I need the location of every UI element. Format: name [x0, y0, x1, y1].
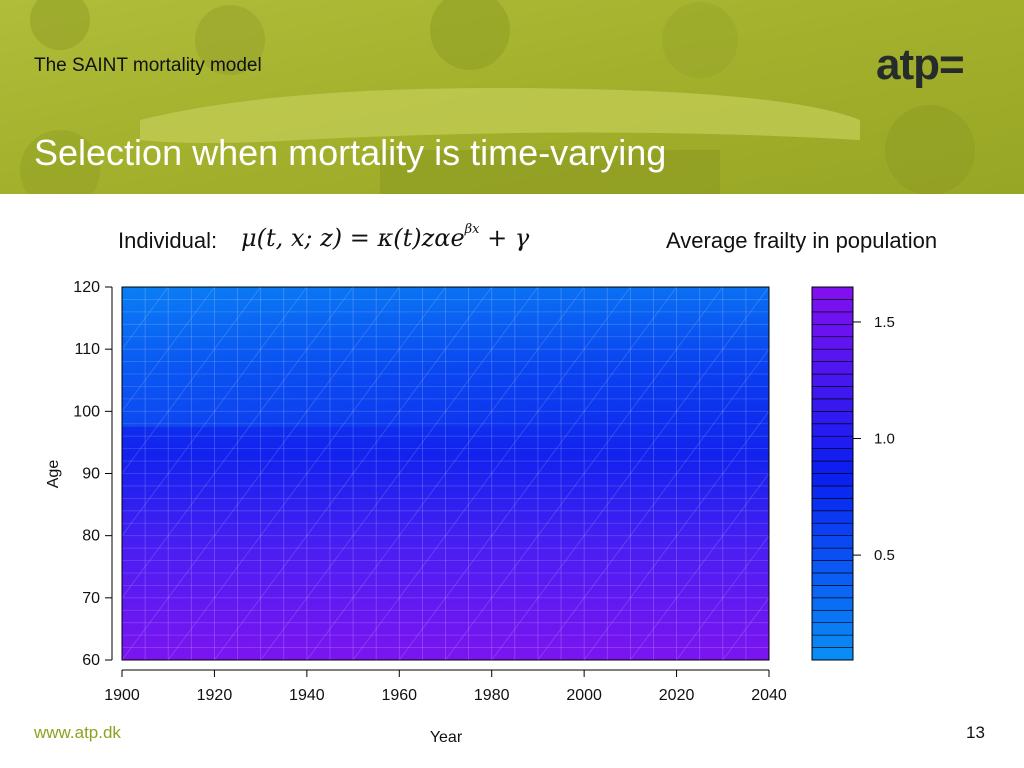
x-tick-label: 1900 — [104, 687, 140, 704]
mortality-formula: μ(t, x; z) = κ(t)zαeβx + γ — [241, 222, 530, 252]
cohort-line — [491, 287, 769, 660]
y-axis: 60 70 80 90 100 110 120 — [73, 279, 113, 669]
colorbar-cell — [811, 473, 854, 487]
colorbar-cell — [811, 597, 854, 611]
colorbar-cell — [811, 423, 854, 437]
colorbar-cell — [811, 398, 854, 412]
atp-logo: atp= — [876, 40, 965, 89]
plot-frame — [121, 286, 770, 661]
page-number: 13 — [966, 723, 985, 742]
cohort-line — [537, 348, 769, 660]
y-tick-label: 110 — [74, 341, 100, 358]
header-banner: The SAINT mortality model Selection when… — [0, 0, 1024, 194]
cohort-line — [861, 287, 1024, 660]
cohort-line — [398, 287, 677, 660]
x-tick-label: 1940 — [289, 687, 325, 704]
x-tick-label: 1920 — [197, 687, 233, 704]
colorbar-cell — [811, 572, 854, 586]
x-axis: 1900 1920 1940 1960 1980 2000 2020 2040 — [104, 669, 787, 704]
y-tick-label: 70 — [82, 590, 100, 607]
colorbar-cell — [811, 348, 854, 362]
cohort-line — [0, 287, 30, 660]
colorbar-cell — [811, 323, 854, 338]
x-tick-label: 1960 — [381, 687, 417, 704]
section-title: The SAINT mortality model — [34, 55, 262, 76]
x-tick-label: 1980 — [474, 687, 510, 704]
colorbar-cell — [811, 373, 854, 387]
colorbar-cell — [811, 435, 854, 449]
slide-title: Selection when mortality is time-varying — [34, 132, 667, 173]
cohort-line — [445, 287, 724, 660]
colorbar: 0.5 1.0 1.5 — [811, 286, 895, 661]
header-background — [0, 0, 1024, 194]
cohort-line — [768, 659, 769, 660]
colorbar-cell — [811, 460, 854, 474]
y-tick-label: 90 — [82, 466, 100, 483]
cohort-line — [0, 287, 76, 660]
colorbar-cell — [811, 361, 854, 375]
heatmap-plot-area — [0, 286, 1024, 661]
cohort-line — [260, 287, 539, 660]
heatmap-grid — [0, 287, 1024, 660]
colorbar-cell — [811, 622, 854, 636]
colorbar-cell — [811, 336, 854, 350]
colorbar-cell — [811, 585, 854, 599]
colorbar-tick-label: 1.0 — [874, 431, 895, 448]
x-tick-label: 2000 — [566, 687, 602, 704]
cohort-line — [583, 410, 769, 660]
cohort-line — [167, 287, 446, 660]
colorbar-cell — [811, 311, 854, 325]
colorbar-cell — [811, 386, 854, 400]
cohort-line — [352, 287, 631, 660]
x-axis-label: Year — [430, 729, 463, 746]
formula-label: Individual: — [118, 228, 218, 253]
heatmap-overlay — [122, 287, 769, 427]
cohort-line — [122, 287, 261, 475]
x-tick-label: 2040 — [751, 687, 787, 704]
formula-exponent: βx — [464, 222, 480, 237]
colorbar-cell — [811, 448, 854, 462]
colorbar-cell — [811, 609, 854, 623]
footer-link[interactable]: www.atp.dk — [34, 723, 121, 742]
colorbar-title: Average frailty in population — [666, 228, 938, 253]
colorbar-cell — [811, 634, 854, 648]
cohort-line — [306, 287, 585, 660]
cohort-line — [122, 287, 400, 660]
colorbar-cell — [811, 299, 854, 313]
colorbar-tick-label: 1.5 — [874, 314, 895, 331]
colorbar-cell — [811, 535, 854, 549]
colorbar-cell — [811, 522, 854, 536]
colorbar-cell — [811, 647, 854, 661]
formula-tail: + γ — [479, 224, 530, 252]
y-tick-label: 80 — [82, 528, 100, 545]
frailty-heatmap-chart: 1900 1920 1940 1960 1980 2000 2020 2040 60 70 80 9… — [0, 279, 1024, 746]
colorbar-cell — [811, 498, 854, 512]
cohort-line — [214, 287, 493, 660]
cohort-line — [122, 287, 215, 413]
colorbar-cell — [811, 547, 854, 561]
colorbar-cell — [811, 286, 854, 300]
colorbar-cell — [811, 560, 854, 574]
cohort-line — [122, 287, 308, 537]
y-tick-label: 60 — [82, 652, 100, 669]
y-axis-label: Age — [45, 460, 62, 489]
cohort-line — [676, 534, 769, 660]
cohort-line — [630, 472, 769, 660]
x-tick-label: 2020 — [659, 687, 695, 704]
colorbar-cell — [811, 510, 854, 524]
colorbar-cell — [811, 485, 854, 499]
formula-lhs: μ(t, x; z) = κ(t)zαe — [241, 224, 465, 252]
colorbar-tick-label: 0.5 — [874, 547, 895, 564]
colorbar-frame — [811, 286, 854, 661]
y-tick-label: 100 — [73, 403, 100, 420]
colorbar-cell — [811, 411, 854, 425]
y-tick-label: 120 — [73, 279, 100, 296]
